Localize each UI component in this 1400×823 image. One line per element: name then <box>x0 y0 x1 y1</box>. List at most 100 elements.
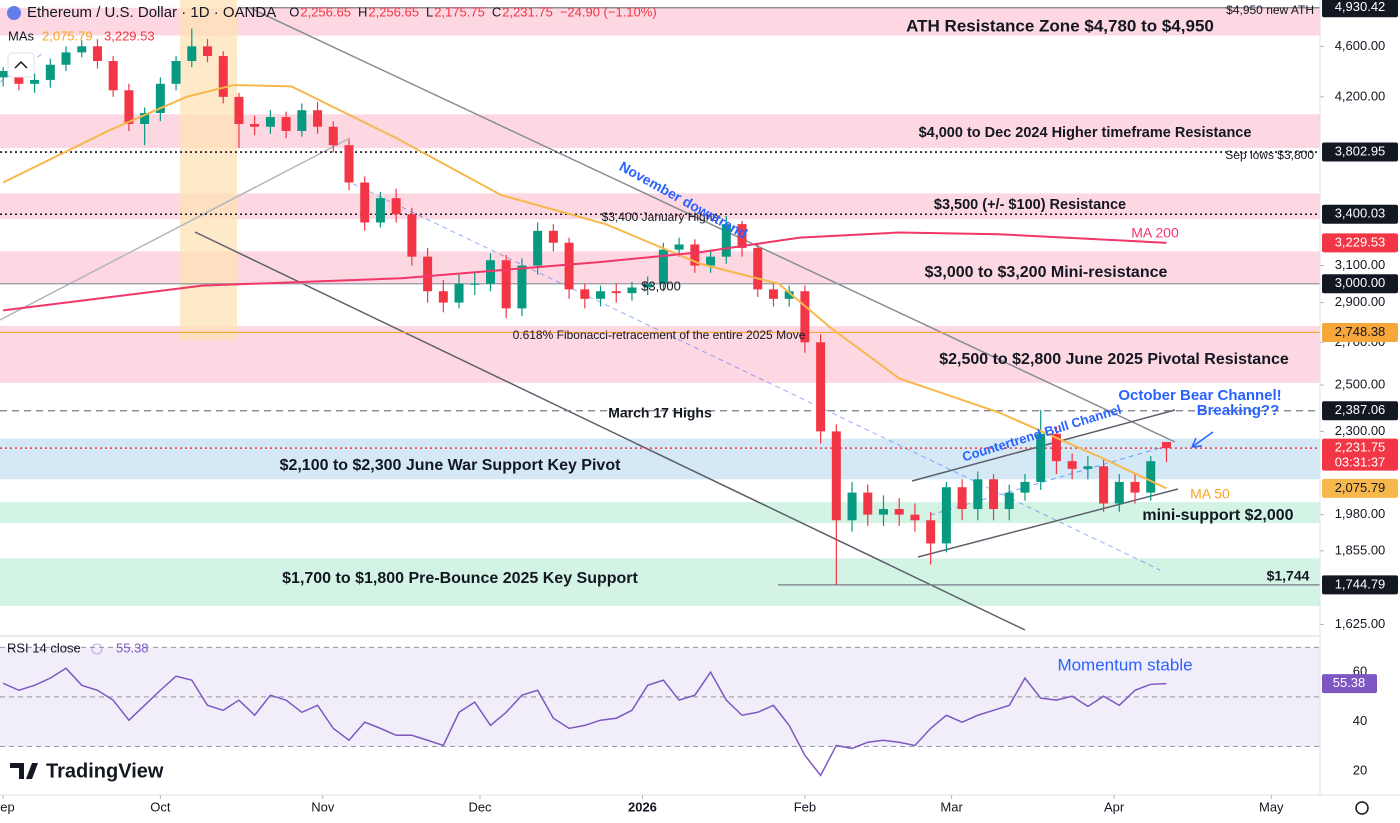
candle-body <box>596 291 606 299</box>
rsi-line <box>2 667 1167 777</box>
ohlc-value: 2,231.75 <box>502 4 553 19</box>
price-badge-timer: 03:31:37 <box>1335 455 1386 470</box>
price-badge <box>1322 438 1398 471</box>
price-badge-label: 3,229.53 <box>1335 234 1386 249</box>
candle-body <box>658 249 668 284</box>
candle-body <box>438 291 448 303</box>
trendline <box>249 7 1176 443</box>
symbol-icon <box>7 6 21 20</box>
x-tick-label: Oct <box>150 799 171 814</box>
candle-body <box>753 247 763 290</box>
candle-body <box>187 46 197 62</box>
price-badge <box>1322 204 1398 224</box>
candle-body <box>1036 433 1046 482</box>
rsi-tick-label: 20 <box>1353 763 1367 778</box>
price-badge-label: 3,400.03 <box>1335 206 1386 221</box>
candle-body <box>360 182 370 223</box>
candle-body <box>564 242 574 290</box>
candle-body <box>281 117 291 131</box>
price-badge-label: 2,748.38 <box>1335 324 1386 339</box>
ma-legend-label: MAs <box>8 28 35 43</box>
ohlc-change: −24.90 (−1.10%) <box>560 4 657 19</box>
candle-body <box>391 198 401 215</box>
candle-body <box>957 487 967 510</box>
candle-body <box>627 287 637 294</box>
price-badge-label: 4,930.42 <box>1335 0 1386 14</box>
candle-body <box>674 244 684 250</box>
y-tick-label: 1,625.00 <box>1335 616 1386 631</box>
candle-body <box>816 342 826 432</box>
candle-body <box>250 123 260 127</box>
candle-body <box>234 96 244 124</box>
candle-body <box>643 283 653 288</box>
ohlc-value: 2,256.65 <box>368 4 419 19</box>
candle-body <box>45 64 55 80</box>
annotation: $3,500 (+/- $100) Resistance <box>934 197 1126 213</box>
price-badge <box>1322 478 1398 498</box>
candle-body <box>313 110 323 127</box>
y-tick-label: 3,100.00 <box>1335 257 1386 272</box>
candle-body <box>203 46 213 57</box>
x-tick-label: Feb <box>794 799 816 814</box>
candle-body <box>910 514 920 521</box>
brand-logo <box>10 763 38 779</box>
annotation: $3,400 January Highs <box>602 210 719 224</box>
ohlc-key: H <box>358 4 367 19</box>
candle-body <box>344 145 354 183</box>
price-badge-label: 3,802.95 <box>1335 143 1386 158</box>
symbol-title: Ethereum / U.S. Dollar · 1D · OANDA <box>27 4 276 21</box>
chevron-icon <box>14 60 28 69</box>
candle-body <box>863 492 873 515</box>
settings-icon[interactable] <box>1355 801 1369 815</box>
zone <box>0 502 1320 524</box>
candle-body <box>1020 481 1030 493</box>
price-badge <box>1322 233 1398 253</box>
rsi-legend-value: 55.38 <box>116 640 149 655</box>
x-tick-label: Sep <box>0 799 15 814</box>
annotation: Sep lows $3,800 <box>1225 148 1314 162</box>
candle-body <box>375 198 385 223</box>
rsi-legend-icon <box>91 643 103 655</box>
candle-body <box>737 224 747 248</box>
price-badge <box>1322 0 1398 18</box>
price-badge <box>1322 142 1398 162</box>
collapse-button[interactable] <box>7 52 35 78</box>
candle-body <box>1099 466 1109 504</box>
candle-body <box>768 289 778 299</box>
rsi-legend-label: RSI 14 close <box>7 640 81 655</box>
candle-body <box>1130 481 1140 493</box>
candle-body <box>784 291 794 299</box>
rsi-badge <box>1322 674 1377 694</box>
ohlc-key: O <box>289 4 299 19</box>
candle-body <box>1067 461 1077 469</box>
candle-body <box>407 214 417 257</box>
annotation: March 17 Highs <box>608 405 712 421</box>
candle-body <box>92 46 102 62</box>
price-badge-label: 3,000.00 <box>1335 275 1386 290</box>
candle-body <box>800 291 810 343</box>
candle-body <box>1004 492 1014 510</box>
price-badge-label: 2,075.79 <box>1335 480 1386 495</box>
x-tick-label: 2026 <box>628 799 657 814</box>
annotation: $2,100 to $2,300 June War Support Key Pi… <box>280 457 622 474</box>
zone <box>0 558 1320 606</box>
annotation: $3,000 <box>641 278 681 293</box>
annotation: Momentum stable <box>1057 655 1192 674</box>
ohlc-value: 2,256.65 <box>300 4 351 19</box>
marks <box>0 28 1320 777</box>
candle-body <box>423 256 433 292</box>
x-tick-label: Nov <box>311 799 335 814</box>
ohlc-key: C <box>492 4 501 19</box>
candle-body <box>517 265 527 309</box>
arrow <box>1191 431 1214 448</box>
candle-body <box>1083 466 1093 469</box>
price-badge <box>1322 274 1398 294</box>
legend: Ethereum / U.S. Dollar · 1D · OANDA MAs … <box>7 4 1369 815</box>
dashed-line <box>929 444 1171 516</box>
candle-body <box>706 256 716 266</box>
annotation: $2,500 to $2,800 June 2025 Pivotal Resis… <box>939 351 1289 368</box>
price-badge <box>1322 575 1398 595</box>
ohlc-value: 2,175.75 <box>434 4 485 19</box>
